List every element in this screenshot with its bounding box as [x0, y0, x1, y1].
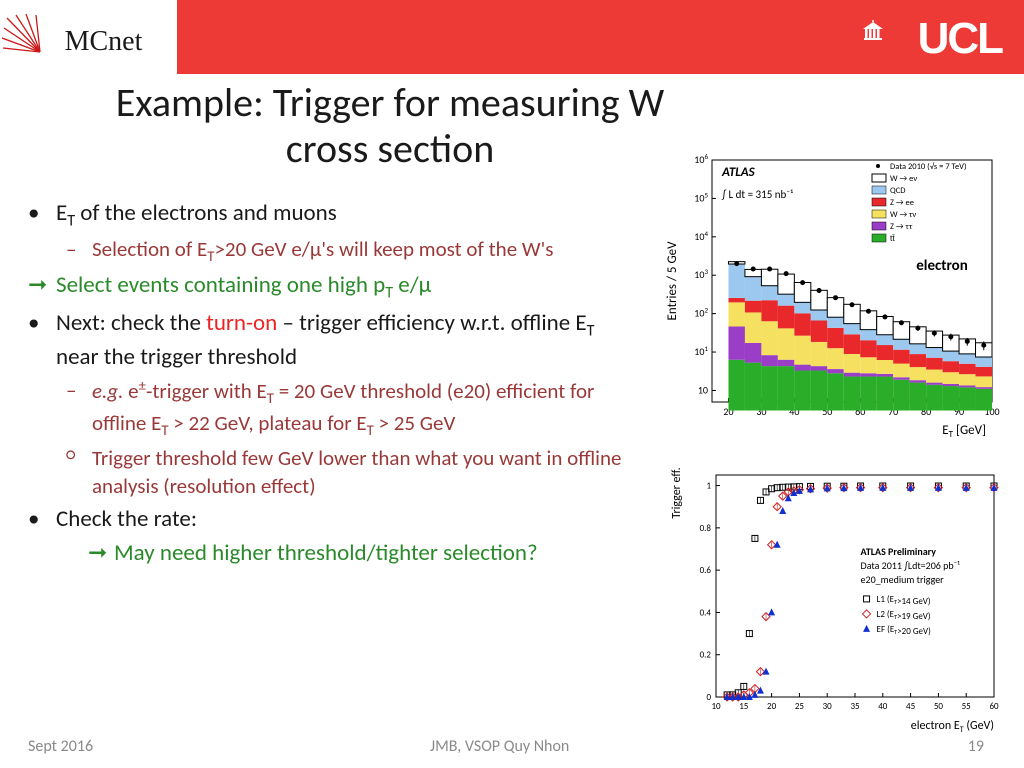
svg-text:40: 40: [878, 701, 888, 712]
svg-text:0.6: 0.6: [700, 565, 712, 576]
bullet-eg: – e.g. e±-trigger with ET = 20 GeV thres…: [66, 376, 638, 441]
footer-date: Sept 2016: [28, 737, 93, 756]
footer-author: JMB, VSOP Quy Nhon: [430, 737, 569, 756]
svg-text:101: 101: [694, 344, 708, 358]
svg-text:1: 1: [706, 481, 711, 492]
svg-text:102: 102: [694, 306, 708, 320]
slide-content: • ET of the electrons and muons – Select…: [28, 198, 638, 572]
svg-text:W → eν: W → eν: [890, 174, 917, 184]
et-spectrum-chart: 101011021031041051062030405060708090100E…: [664, 150, 1004, 440]
svg-text:105: 105: [694, 190, 708, 204]
footer-page-number: 19: [968, 737, 984, 756]
svg-text:0: 0: [706, 692, 711, 703]
svg-text:Data 2011 ∫Ldt=206 pb⁻¹: Data 2011 ∫Ldt=206 pb⁻¹: [861, 559, 961, 572]
svg-text:ATLAS: ATLAS: [721, 165, 756, 180]
arrow-higher-threshold: ➞ May need higher threshold/tighter sele…: [88, 538, 638, 569]
bullet-check-rate: • Check the rate:: [28, 504, 638, 535]
svg-text:15: 15: [739, 701, 749, 712]
svg-text:55: 55: [962, 701, 972, 712]
svg-text:50: 50: [934, 701, 944, 712]
ucl-temple-icon: [862, 20, 884, 47]
svg-text:∫ L dt = 315 nb⁻¹: ∫ L dt = 315 nb⁻¹: [721, 188, 793, 201]
turnon-curve-chart: 10 15 20 25 30 35 40 45 50 55 60 0 0.2 0.4 0.6 0.8 1 Trig…: [664, 463, 1004, 733]
svg-text:tt̄: tt̄: [890, 234, 895, 244]
svg-text:Z → ττ: Z → ττ: [890, 222, 913, 232]
svg-text:25: 25: [795, 701, 805, 712]
mcnet-logo: MCnet: [0, 10, 177, 74]
svg-text:Entries / 5 GeV: Entries / 5 GeV: [665, 241, 680, 321]
bullet-selection: – Selection of ET>20 GeV e/μ's will keep…: [66, 235, 638, 267]
svg-text:104: 104: [694, 229, 708, 243]
svg-text:20: 20: [767, 701, 777, 712]
svg-text:ET [GeV]: ET [GeV]: [942, 423, 986, 440]
svg-text:ATLAS Preliminary: ATLAS Preliminary: [861, 545, 937, 558]
svg-text:35: 35: [850, 701, 860, 712]
bullet-turnon: • Next: check the turn-on – trigger effi…: [28, 308, 638, 373]
bullet-et: • ET of the electrons and muons: [28, 198, 638, 232]
svg-text:106: 106: [694, 152, 708, 166]
svg-text:Data 2010 (√s = 7 TeV): Data 2010 (√s = 7 TeV): [890, 162, 967, 172]
svg-text:45: 45: [906, 701, 916, 712]
svg-text:Z → ee: Z → ee: [890, 198, 914, 208]
svg-text:0.2: 0.2: [700, 650, 712, 661]
header-bar: [177, 0, 1024, 74]
svg-text:e20_medium trigger: e20_medium trigger: [861, 573, 945, 586]
svg-text:60: 60: [989, 701, 999, 712]
arrow-select-events: ➞ Select events containing one high pT e…: [28, 270, 638, 304]
svg-text:Trigger eff.: Trigger eff.: [670, 467, 684, 518]
svg-text:QCD: QCD: [890, 186, 905, 196]
slide-title: Example: Trigger for measuring W cross s…: [110, 80, 670, 172]
bullet-threshold-note: ○ Trigger threshold few GeV lower than w…: [66, 444, 638, 501]
svg-text:W → τν: W → τν: [890, 210, 916, 220]
svg-text:0.8: 0.8: [700, 523, 712, 534]
svg-text:0.4: 0.4: [700, 607, 712, 618]
svg-text:30: 30: [823, 701, 833, 712]
burst-icon: [2, 12, 52, 62]
svg-text:10: 10: [698, 383, 708, 396]
svg-text:electron ET (GeV): electron ET (GeV): [911, 719, 994, 733]
svg-text:electron: electron: [916, 257, 968, 275]
mcnet-text: MCnet: [65, 26, 143, 58]
svg-text:10: 10: [711, 701, 721, 712]
svg-text:103: 103: [694, 267, 708, 281]
ucl-logo: UCL: [918, 14, 1002, 64]
